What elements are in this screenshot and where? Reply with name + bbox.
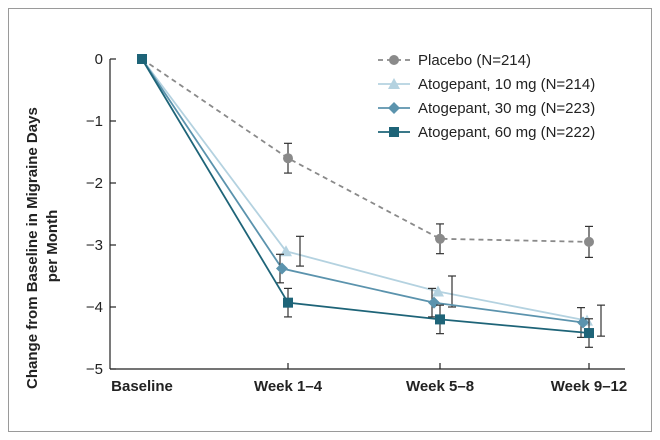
y-tick-label: −1 — [86, 113, 103, 130]
legend-label: Placebo (N=214) — [418, 52, 531, 69]
legend-label: Atogepant, 10 mg (N=214) — [418, 76, 595, 93]
data-point — [584, 328, 594, 339]
chart-frame — [8, 8, 652, 432]
x-tick-label: Week 9–12 — [551, 378, 627, 395]
y-tick-label: −2 — [86, 175, 103, 192]
y-tick-label: −4 — [86, 299, 103, 316]
data-point — [577, 316, 589, 329]
series-1 — [141, 58, 605, 337]
series-0 — [141, 58, 594, 258]
data-point — [428, 296, 440, 309]
series-line — [141, 58, 588, 322]
legend: Placebo (N=214) Atogepant, 10 mg (N=214) A… — [378, 52, 595, 141]
x-tick-label: Baseline — [111, 378, 173, 395]
y-tick-label: −3 — [86, 237, 103, 254]
y-tick-label: 0 — [95, 51, 103, 68]
legend-marker — [388, 78, 400, 89]
legend-label: Atogepant, 30 mg (N=223) — [418, 100, 595, 117]
data-point — [280, 245, 292, 257]
series-layer — [137, 54, 605, 348]
series-line — [141, 58, 590, 243]
legend-label: Atogepant, 60 mg (N=222) — [418, 124, 595, 141]
y-axis-title-line-2: per Month — [44, 210, 61, 283]
x-tick-label: Week 1–4 — [254, 378, 323, 395]
series-3 — [137, 54, 594, 348]
series-line — [141, 58, 584, 324]
axes: 0 −1 −2 −3 −4 −5 Baseline Week 1–4 Week 5–8 Week … — [86, 51, 627, 395]
y-tick-label: −5 — [86, 361, 103, 378]
data-point — [432, 285, 444, 297]
series-line — [141, 58, 590, 334]
y-axis-title: Change from Baseline in Migraine Days pe… — [24, 103, 61, 389]
data-point — [276, 262, 288, 275]
data-point — [137, 54, 147, 64]
series-2 — [141, 58, 589, 338]
y-axis-title-line-1: Change from Baseline in Migraine Days — [24, 107, 41, 389]
data-point — [435, 233, 445, 244]
data-point — [283, 153, 293, 164]
data-point — [435, 314, 445, 325]
legend-marker — [389, 127, 399, 137]
data-point — [283, 297, 293, 308]
x-tick-label: Week 5–8 — [406, 378, 474, 395]
data-point — [584, 236, 594, 247]
legend-marker — [388, 102, 400, 114]
legend-marker — [389, 55, 399, 65]
